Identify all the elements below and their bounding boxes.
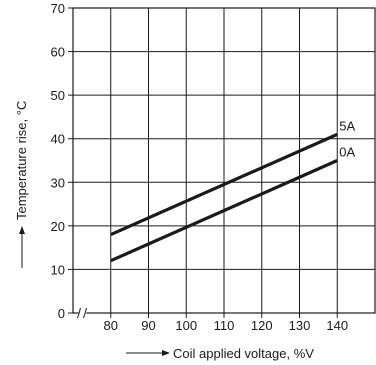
x-tick-label: 100: [175, 318, 197, 333]
y-axis-arrow-head: [19, 226, 25, 234]
axis-break-stroke: [82, 307, 87, 319]
x-tick-label: 90: [141, 318, 155, 333]
y-tick-labels: 0 10 20 30 40 50 60 70: [51, 1, 73, 321]
x-tick-label: 120: [251, 318, 273, 333]
x-axis-label: Coil applied voltage, %V: [173, 346, 314, 361]
series-label: 5A: [339, 118, 355, 133]
x-tick-label: 110: [214, 318, 235, 333]
series-label: 0A: [339, 145, 355, 160]
y-tick-label: 20: [51, 219, 65, 234]
x-tick-label: 140: [326, 318, 348, 333]
series-lines: 5A 0A: [110, 118, 355, 263]
y-tick-label: 50: [51, 88, 65, 103]
x-axis-break-mark: [76, 307, 87, 319]
y-tick-label: 30: [51, 175, 65, 190]
y-tick-label: 70: [51, 1, 65, 16]
x-axis-title: Coil applied voltage, %V: [126, 346, 314, 361]
series-line: [110, 159, 338, 263]
x-tick-label: 80: [104, 318, 118, 333]
x-tick-label: 130: [289, 318, 311, 333]
grid: [73, 8, 375, 313]
x-axis-arrow-head: [162, 350, 170, 356]
axis-break-stroke: [76, 307, 81, 319]
series-line: [110, 132, 338, 237]
y-tick-label: 10: [51, 262, 65, 277]
y-tick-label: 60: [51, 45, 65, 60]
y-axis-label: Temperature rise, °C: [14, 101, 29, 220]
axis-break-gap: [78, 307, 87, 319]
y-tick-label: 40: [51, 132, 65, 147]
y-axis-title: Temperature rise, °C: [14, 101, 29, 268]
y-tick-label: 0: [58, 306, 65, 321]
x-tick-labels: 80 90 100 110 120 130 140: [104, 313, 348, 333]
